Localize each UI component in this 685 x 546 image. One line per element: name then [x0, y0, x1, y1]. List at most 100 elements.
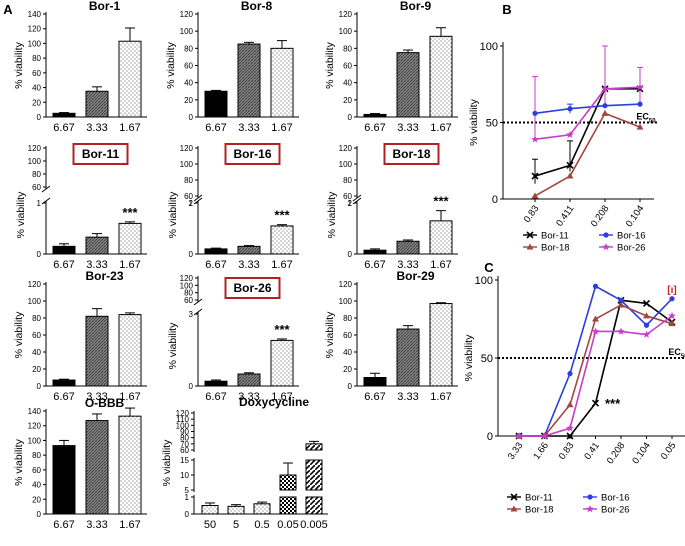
lineB-series-3-line [534, 86, 641, 141]
bor11-axis-break [41, 185, 51, 193]
bor16-y-tick-label: 2 [189, 199, 194, 208]
bor16-bar-1 [237, 245, 261, 255]
bor1-x-tick-label: 3.33 [86, 122, 107, 134]
lineB-y-tick-label: 100 [480, 41, 498, 53]
bor23-y-label: % viability [13, 311, 25, 358]
bor29-x-tick-label: 1.67 [430, 391, 451, 403]
bor16-y-tick-label: 80 [184, 176, 193, 185]
lineC-x-tick-label: 0.05 [659, 440, 679, 461]
bor11-bar-2 [118, 222, 142, 255]
bor29-title: Bor-29 [396, 269, 434, 283]
bor26-y-label: % viability [167, 322, 179, 369]
bor23-y-tick-label: 40 [32, 348, 41, 357]
obbb-y-tick-label: 100 [28, 436, 42, 445]
doxy-y-tick-label: 60 [180, 446, 189, 455]
lineB-series-3-point [636, 83, 644, 91]
bor11-y-tick-label: 80 [32, 170, 41, 179]
bor26-axis-break [193, 298, 203, 306]
lineC-ec50-label: EC50 [668, 347, 685, 360]
bor18-x-tick-label: 3.33 [397, 259, 418, 271]
bor11-x-tick-label: 1.67 [119, 259, 140, 271]
bor23-y-tick-label: 0 [37, 382, 42, 391]
bor18-bar-2 [429, 220, 453, 255]
lineB-series-1-point [637, 101, 643, 107]
bor8-x-tick-label: 3.33 [238, 122, 259, 134]
bor8-y-label: % viability [165, 41, 177, 88]
bor11-significance-stars: *** [122, 205, 138, 220]
bor11-y-tick-label: 120 [28, 144, 42, 153]
lineC-series-1-point [567, 371, 573, 377]
bor8-y-tick-label: 80 [184, 44, 193, 53]
bor1-y-tick-label: 140 [28, 10, 42, 19]
lineB-series-0-point [566, 161, 574, 169]
lineC-y-tick-label: 100 [475, 275, 493, 287]
obbb-y-tick-label: 140 [28, 407, 42, 416]
doxy-x-tick-label: 50 [204, 519, 216, 531]
bor1-y-tick-label: 100 [28, 39, 42, 48]
lineB-legend-marker [602, 243, 610, 251]
bor18-y-tick-label: 1 [348, 199, 353, 208]
obbb-y-tick-label: 60 [32, 466, 41, 475]
bor16-y-tick-label: 0 [189, 250, 194, 259]
lineC-series-3-point [642, 330, 651, 338]
bor1-bar-2 [118, 40, 142, 118]
bor26-y-tick-label: 80 [184, 289, 193, 298]
bor1-y-tick-label: 80 [32, 54, 41, 63]
bor9-y-tick-label: 100 [339, 27, 353, 36]
lineC-series-3-point [540, 432, 549, 440]
lineC-x-tick-label: 0.41 [582, 440, 602, 461]
bor26-y-tick-label: 100 [180, 281, 194, 290]
lineB-legend-marker [526, 243, 534, 250]
doxy-y-tick-label: 15 [180, 456, 189, 465]
lineC-series-3-point [591, 327, 600, 335]
lineC-series-1-point [618, 297, 624, 303]
lineC-series-2-point [566, 401, 574, 408]
bor18-bar-1 [396, 240, 420, 255]
doxy-bar-2 [253, 503, 271, 515]
bor9-y-tick-label: 20 [343, 96, 352, 105]
bor18-y-label: % viability [326, 191, 338, 238]
bor9-title: Bor-9 [400, 0, 432, 13]
lineC-series-1-line [519, 285, 673, 437]
doxy-bar-seg-3 [279, 474, 297, 491]
lineC-series-1-point [669, 296, 675, 302]
obbb-x-tick-label: 6.67 [53, 519, 74, 531]
bor26-title: Bor-26 [233, 281, 271, 295]
bor11-bar-0 [52, 245, 76, 255]
lineC-series-2-point [643, 312, 650, 319]
lineC-series-3-point [668, 311, 676, 320]
bor16-title-box [224, 143, 281, 165]
lineB-legend-marker [603, 232, 609, 238]
bor29-x-tick-label: 6.67 [364, 391, 385, 403]
bor8-x-tick-label: 1.67 [271, 122, 292, 134]
panel-label-b: B [502, 2, 511, 17]
lineC-legend-label: Bor-11 [525, 493, 553, 504]
doxy-title: Doxycycline [239, 395, 309, 409]
bor9-bar-2 [429, 35, 453, 118]
bor18-axis-break [352, 194, 362, 202]
doxy-y-label: % viability [161, 439, 173, 486]
bor1-x-tick-label: 6.67 [53, 122, 74, 134]
bor9-y-tick-label: 120 [339, 10, 353, 19]
bor18-y-tick-label: 80 [343, 176, 352, 185]
bor18-y-tick-label: 100 [339, 160, 353, 169]
bor16-title: Bor-16 [233, 147, 271, 161]
lineB-series-3-point [601, 84, 609, 93]
bor8-y-tick-label: 20 [184, 96, 193, 105]
lineC-series-1-point [643, 322, 650, 328]
bor9-x-tick-label: 3.33 [397, 122, 418, 134]
bor23-y-tick-label: 20 [32, 365, 41, 374]
bor23-x-tick-label: 3.33 [86, 391, 107, 403]
bor16-significance-stars: *** [274, 208, 290, 223]
obbb-title: O-BBB [85, 396, 125, 410]
bor26-y-tick-label: 60 [184, 296, 193, 305]
lineB-y-tick-label: 0 [492, 194, 498, 206]
bor26-y-tick-label: 0 [189, 382, 194, 391]
bor29-y-tick-label: 60 [343, 331, 352, 340]
lineB-series-3-point [531, 135, 539, 143]
lineC-legend-marker [587, 494, 593, 500]
obbb-y-tick-label: 120 [28, 422, 42, 431]
bor8-y-tick-label: 60 [184, 62, 193, 71]
lineC-series-2-point [668, 320, 676, 327]
panel-label-a: A [3, 2, 13, 17]
